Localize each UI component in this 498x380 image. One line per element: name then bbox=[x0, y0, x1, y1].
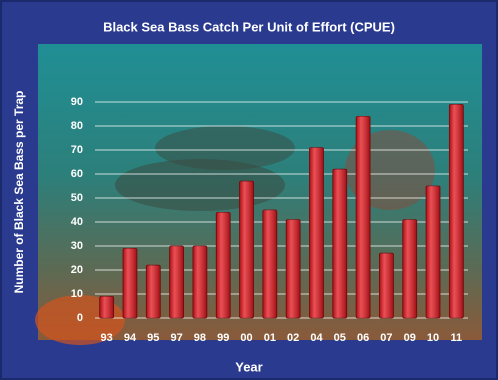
x-tick-label: 02 bbox=[287, 332, 299, 344]
x-tick-label: 95 bbox=[147, 332, 159, 344]
bar bbox=[448, 104, 464, 319]
y-tick-label: 80 bbox=[71, 120, 83, 132]
y-tick-label: 40 bbox=[71, 216, 83, 228]
x-tick-label: 05 bbox=[334, 332, 346, 344]
bar bbox=[122, 247, 138, 319]
y-tick-label: 70 bbox=[71, 144, 83, 156]
chart-title: Black Sea Bass Catch Per Unit of Effort … bbox=[103, 19, 395, 34]
y-tick-label: 10 bbox=[71, 288, 83, 300]
bar bbox=[402, 219, 418, 319]
y-tick-label: 0 bbox=[77, 312, 83, 324]
bar bbox=[425, 185, 441, 319]
x-tick-label: 97 bbox=[170, 332, 182, 344]
x-tick-label: 07 bbox=[380, 332, 392, 344]
x-tick-label: 06 bbox=[357, 332, 369, 344]
x-axis-label: Year bbox=[235, 359, 262, 374]
x-tick-label: 01 bbox=[264, 332, 276, 344]
x-tick-label: 98 bbox=[194, 332, 206, 344]
x-tick-label: 93 bbox=[101, 332, 113, 344]
bar bbox=[169, 245, 184, 319]
x-tick-label: 00 bbox=[240, 332, 252, 344]
bar bbox=[215, 211, 231, 319]
x-tick-label: 09 bbox=[404, 332, 416, 344]
bar bbox=[99, 295, 115, 319]
y-tick-label: 60 bbox=[71, 168, 83, 180]
y-tick-label: 50 bbox=[71, 192, 83, 204]
bar bbox=[262, 209, 278, 319]
bar bbox=[309, 147, 324, 319]
x-tick-label: 11 bbox=[451, 332, 463, 344]
x-tick-label: 99 bbox=[217, 332, 229, 344]
x-tick-label: 04 bbox=[310, 332, 323, 344]
y-axis-label: Number of Black Sea Bass per Trap bbox=[12, 91, 26, 294]
bar bbox=[379, 252, 394, 319]
bar bbox=[285, 219, 301, 319]
bar bbox=[332, 168, 348, 319]
x-tick-label: 10 bbox=[427, 332, 439, 344]
bar bbox=[239, 180, 254, 319]
y-tick-label: 20 bbox=[71, 264, 83, 276]
bar bbox=[192, 245, 208, 319]
y-tick-label: 90 bbox=[71, 96, 83, 108]
x-tick-label: 94 bbox=[124, 332, 137, 344]
bar bbox=[355, 116, 371, 319]
y-tick-label: 30 bbox=[71, 240, 83, 252]
fish-shape bbox=[155, 126, 295, 170]
bar bbox=[145, 264, 161, 319]
